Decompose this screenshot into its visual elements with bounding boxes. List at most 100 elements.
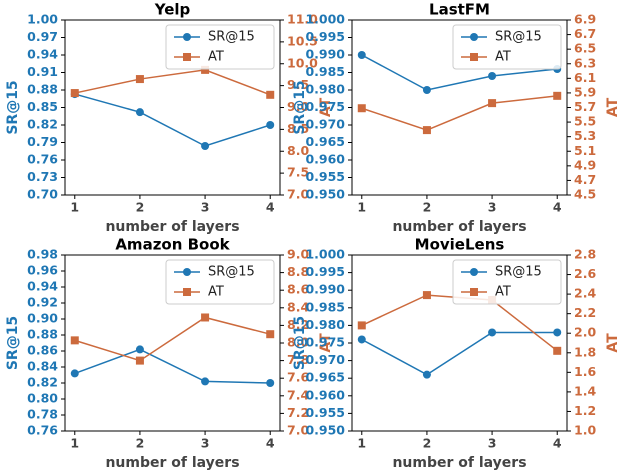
y2-tick-label: 7.6 xyxy=(287,370,309,385)
x-tick-label: 4 xyxy=(553,200,562,215)
legend-label: AT xyxy=(208,50,224,65)
x-tick-label: 3 xyxy=(488,200,497,215)
y2-tick-label: 2.0 xyxy=(574,325,596,340)
y2-tick-label: 6.5 xyxy=(574,41,596,56)
y-tick-label: 0.965 xyxy=(305,134,345,149)
y-tick-label: 0.980 xyxy=(305,82,345,97)
marker xyxy=(183,288,191,296)
y-tick-label: 0.70 xyxy=(27,187,58,202)
plot-frame xyxy=(351,19,568,196)
marker xyxy=(422,291,431,300)
x-tick-label: 4 xyxy=(266,200,275,215)
marker xyxy=(553,346,562,355)
series-line xyxy=(74,69,271,96)
y2-tick-label: 8.8 xyxy=(287,264,309,279)
legend-label: SR@15 xyxy=(495,265,542,280)
y2-axis-label: AT xyxy=(605,97,621,117)
panel: Yelp 0.70 0.73 0.76 0.79 0.82 0.85 0.88 0.91 0.94… xyxy=(5,1,334,236)
marker xyxy=(266,90,275,99)
y2-tick-label: 8.5 xyxy=(287,121,309,136)
x-axis-label: number of layers xyxy=(392,219,526,235)
y-tick-label: 0.990 xyxy=(305,282,345,297)
y-tick-label: 0.990 xyxy=(305,47,345,62)
marker xyxy=(201,142,210,150)
y-tick-label: 0.78 xyxy=(27,407,58,422)
y-tick-label: 0.955 xyxy=(305,169,345,184)
legend: SR@15 AT xyxy=(452,259,562,305)
legend-box xyxy=(165,259,275,305)
marker xyxy=(357,104,366,113)
y-tick-label: 0.950 xyxy=(305,423,345,438)
y-tick-label: 0.970 xyxy=(305,352,345,367)
y-tick-label: 0.73 xyxy=(27,169,58,184)
marker xyxy=(488,328,497,337)
marker xyxy=(470,33,478,41)
y2-axis-label: AT xyxy=(318,97,334,117)
x-axis-label: number of layers xyxy=(105,455,239,470)
panel: MovieLens 0.950 0.955 0.960 0.965 0.970 0.975 0… xyxy=(292,236,621,470)
y-tick-label: 0.995 xyxy=(305,29,345,44)
legend-label: SR@15 xyxy=(495,30,542,45)
y2-tick-label: 7.2 xyxy=(287,405,309,420)
y-tick-label: 0.955 xyxy=(305,405,345,420)
legend-label: SR@15 xyxy=(208,265,255,280)
y-tick-label: 0.97 xyxy=(27,29,58,44)
y-axis-label: SR@15 xyxy=(5,80,21,134)
y-tick-label: 0.98 xyxy=(27,247,58,262)
x-tick-label: 1 xyxy=(70,436,79,451)
marker xyxy=(553,328,562,337)
marker xyxy=(266,121,275,129)
y2-tick-label: 1.8 xyxy=(574,344,596,359)
x-axis-label: number of layers xyxy=(105,219,239,235)
y2-tick-label: 1.6 xyxy=(574,364,596,379)
y-tick-label: 0.86 xyxy=(27,343,58,358)
y-tick-label: 0.76 xyxy=(27,423,58,438)
y-tick-label: 0.92 xyxy=(27,295,58,310)
marker xyxy=(553,91,562,100)
y2-tick-label: 6.1 xyxy=(574,70,596,85)
y2-tick-label: 5.5 xyxy=(574,114,596,129)
y-tick-label: 0.975 xyxy=(305,335,345,350)
marker xyxy=(266,330,275,339)
y2-tick-label: 9.0 xyxy=(287,247,309,262)
y2-tick-label: 8.4 xyxy=(287,299,309,314)
x-tick-label: 4 xyxy=(266,436,275,451)
y2-tick-label: 6.9 xyxy=(574,12,596,27)
chart-title: Amazon Book xyxy=(115,236,230,254)
plot-frame xyxy=(64,19,281,196)
marker xyxy=(470,53,478,61)
y2-tick-label: 4.9 xyxy=(574,157,596,172)
series-line xyxy=(361,331,558,376)
y2-tick-label: 1.2 xyxy=(574,403,596,418)
x-tick-label: 3 xyxy=(201,436,210,451)
y-tick-label: 0.975 xyxy=(305,99,345,114)
series-line xyxy=(361,54,558,91)
y2-tick-label: 7.4 xyxy=(287,387,309,402)
y-tick-label: 0.995 xyxy=(305,264,345,279)
marker xyxy=(201,65,210,74)
series-line xyxy=(74,316,271,362)
legend: SR@15 AT xyxy=(165,24,275,70)
x-tick-label: 4 xyxy=(553,436,562,451)
legend-label: SR@15 xyxy=(208,30,255,45)
y-tick-label: 0.970 xyxy=(305,117,345,132)
marker xyxy=(422,86,431,94)
y-tick-label: 0.985 xyxy=(305,299,345,314)
x-tick-label: 1 xyxy=(357,200,366,215)
marker xyxy=(470,268,478,276)
marker xyxy=(422,126,431,135)
y2-tick-label: 2.2 xyxy=(574,305,596,320)
series-line xyxy=(74,93,271,147)
y-axis-label: SR@15 xyxy=(292,80,308,134)
marker xyxy=(70,369,79,378)
y-tick-label: 0.82 xyxy=(27,117,58,132)
chart-title: LastFM xyxy=(429,1,490,19)
y2-tick-label: 2.8 xyxy=(574,247,596,262)
y-tick-label: 0.96 xyxy=(27,263,58,278)
y-tick-label: 0.980 xyxy=(305,317,345,332)
x-tick-label: 2 xyxy=(423,200,432,215)
y-tick-label: 0.82 xyxy=(27,375,58,390)
marker xyxy=(470,288,478,296)
x-tick-label: 3 xyxy=(488,436,497,451)
